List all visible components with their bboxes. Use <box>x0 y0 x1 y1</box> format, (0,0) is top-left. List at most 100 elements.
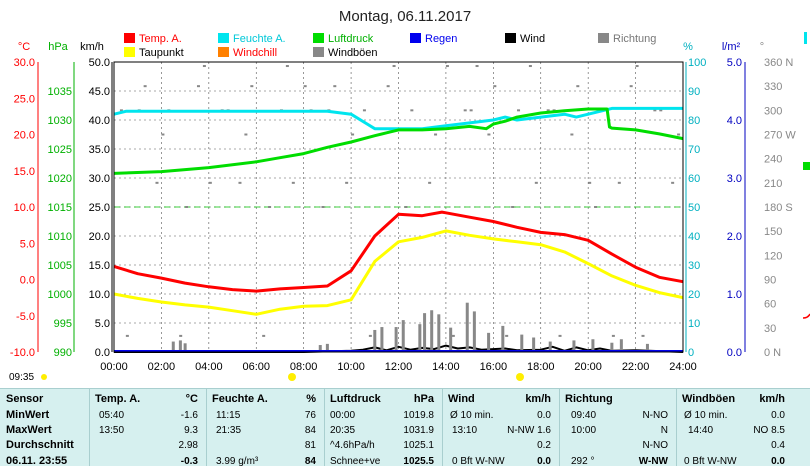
gust-header: Windböen <box>682 393 736 405</box>
weather-chart: Montag, 06.11.2017 Temp. A. Feuchte A. Luf… <box>10 8 810 381</box>
direction-degrees: 292 ° <box>571 456 595 467</box>
gust-bar <box>171 341 175 352</box>
row-label-min: MinWert <box>6 409 50 421</box>
legend-label: Taupunkt <box>139 47 184 59</box>
direction-point <box>333 85 337 88</box>
direction-current-value: W-NW <box>638 456 668 467</box>
direction-point <box>629 85 633 88</box>
direction-point <box>196 85 200 88</box>
direction-point <box>463 109 467 112</box>
direction-point <box>244 133 248 136</box>
x-tick-label: 10:00 <box>337 361 365 373</box>
wind-min-value: 0.0 <box>537 410 551 421</box>
temp-column: Temp. A. °C 05:40 -1.6 13:50 9.3 2.98 -0… <box>89 389 207 467</box>
pressure-axis-title: hPa <box>48 41 68 53</box>
direction-point <box>291 181 295 184</box>
gust-bar <box>318 345 322 352</box>
wind-max-value: N-NW 1.6 <box>507 425 551 436</box>
temp-avg-value: 2.98 <box>178 440 198 451</box>
humidity-tick-label: 50 <box>688 202 700 214</box>
gust-bar <box>501 325 505 352</box>
gust-bar <box>645 343 649 352</box>
temp-max-time: 13:50 <box>99 425 125 436</box>
humidity-tick-label: 10 <box>688 318 700 330</box>
x-tick-label: 12:00 <box>385 361 413 373</box>
direction-point <box>404 206 408 208</box>
gust-bar <box>591 339 595 352</box>
temp-tick-label: 15.0 <box>14 166 35 178</box>
temp-max-value: 9.3 <box>184 425 198 436</box>
humidity-column: Feuchte A. % 11:15 76 21:35 84 81 3.99 g… <box>206 389 325 467</box>
direction-point <box>208 181 212 184</box>
gust-bar <box>380 327 384 352</box>
direction-avg-value: N-NO <box>642 440 668 451</box>
direction-point <box>202 65 206 68</box>
direction-point <box>451 334 455 337</box>
direction-tick-label: 30 <box>764 323 776 335</box>
series-taupunkt <box>113 229 684 316</box>
wind-tick-label: 30.0 <box>89 173 110 185</box>
rain-tick-label: 5.0 <box>727 57 742 69</box>
time-marker <box>41 374 47 380</box>
direction-point <box>321 206 325 208</box>
direction-point <box>362 109 366 112</box>
direction-point <box>303 85 307 88</box>
pressure-tick-label: 1030 <box>48 115 72 127</box>
temp-header: Temp. A. <box>95 393 141 405</box>
x-tick-label: 00:00 <box>100 361 128 373</box>
pressure-tick-label: 1000 <box>48 289 72 301</box>
wind-tick-label: 10.0 <box>89 289 110 301</box>
row-label-max: MaxWert <box>6 424 52 436</box>
legend-swatch <box>598 33 609 43</box>
direction-point <box>546 109 550 112</box>
humidity-min-time: 11:15 <box>216 410 241 421</box>
x-tick-label: 02:00 <box>148 361 176 373</box>
gust-bar <box>532 337 536 352</box>
gust-bar <box>465 302 469 352</box>
gust-current-value: 0.0 <box>771 456 785 467</box>
legend-label: Regen <box>425 33 457 45</box>
legend-swatch <box>218 47 229 57</box>
humidity-tick-label: 100 <box>688 57 706 69</box>
wind-header: Wind <box>448 393 475 405</box>
direction-point <box>653 109 657 112</box>
legend-label: Richtung <box>613 33 656 45</box>
direction-min-value: N-NO <box>642 410 668 421</box>
wind-beaufort: 0 Bft W-NW <box>452 456 505 467</box>
gust-bar <box>619 339 623 352</box>
sunset-marker <box>516 373 524 381</box>
direction-point <box>434 133 438 136</box>
direction-point <box>410 109 414 112</box>
x-tick-label: 14:00 <box>432 361 460 373</box>
direction-point <box>368 334 372 337</box>
current-time-label: 09:35 <box>9 372 35 383</box>
temp-tick-label: 30.0 <box>14 57 35 69</box>
rain-tick-label: 2.0 <box>727 231 742 243</box>
direction-point <box>493 85 497 88</box>
pressure-tick-label: 1005 <box>48 260 72 272</box>
temp-tick-label: 10.0 <box>14 202 35 214</box>
direction-max-time: 10:00 <box>571 425 597 436</box>
wind-avg-value: 0.2 <box>537 440 551 451</box>
wind-max-time: 13:10 <box>452 425 478 436</box>
pressure-tick-label: 1010 <box>48 231 72 243</box>
pressure-header: Luftdruck <box>330 393 381 405</box>
direction-point <box>588 181 592 184</box>
direction-point <box>635 65 639 68</box>
direction-point <box>677 133 681 136</box>
x-tick-label: 08:00 <box>290 361 318 373</box>
humidity-current-value: 84 <box>304 456 316 467</box>
direction-point <box>659 109 663 112</box>
direction-point <box>238 181 242 184</box>
temp-tick-label: 25.0 <box>14 93 35 105</box>
pressure-unit: hPa <box>413 393 434 405</box>
chart-title: Montag, 06.11.2017 <box>339 8 471 25</box>
gust-bar <box>430 310 434 352</box>
direction-point <box>125 334 129 337</box>
pressure-forecast: Schnee+ve <box>330 456 381 467</box>
x-tick-label: 20:00 <box>574 361 602 373</box>
legend-label: Windböen <box>328 47 378 59</box>
gust-bar <box>520 334 524 352</box>
direction-tick-label: 270 W <box>764 130 796 142</box>
legend-swatch <box>218 33 229 43</box>
